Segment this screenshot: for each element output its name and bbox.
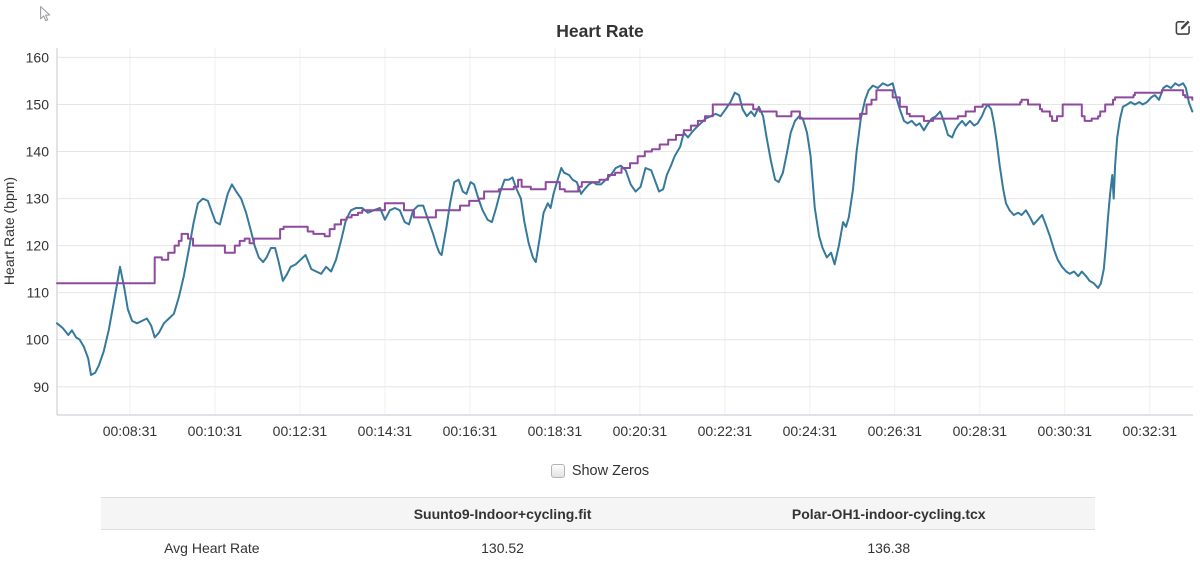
y-axis-title: Heart Rate (bpm): [1, 177, 17, 285]
edit-chart-icon[interactable]: [1172, 16, 1194, 38]
vertical-gridlines: [129, 48, 1151, 415]
metric-label: Avg Heart Rate: [164, 539, 260, 556]
svg-text:00:28:31: 00:28:31: [953, 423, 1008, 439]
pen-square-icon: [1175, 20, 1190, 35]
file1-avg-hr-value: 130.52: [481, 539, 524, 556]
metric-column-header: [101, 498, 323, 530]
show-zeros-label[interactable]: Show Zeros: [571, 463, 650, 479]
svg-text:00:24:31: 00:24:31: [783, 423, 838, 439]
svg-text:00:16:31: 00:16:31: [443, 423, 498, 439]
x-axis-tick-labels: 00:08:31 00:10:31 00:12:31 00:14:31 00:16:31…: [103, 423, 1178, 439]
table-row: Avg Heart Rate 130.52 136.38: [101, 530, 1095, 563]
series-lines: [56, 82, 1194, 376]
file1-column-header: Suunto9-Indoor+cycling.fit: [413, 505, 592, 522]
svg-text:00:12:31: 00:12:31: [273, 423, 328, 439]
chart-title: Heart Rate: [556, 21, 644, 41]
svg-text:00:32:31: 00:32:31: [1123, 423, 1178, 439]
svg-text:00:08:31: 00:08:31: [103, 423, 158, 439]
svg-text:00:20:31: 00:20:31: [613, 423, 668, 439]
svg-text:120: 120: [26, 238, 50, 254]
svg-text:110: 110: [27, 285, 50, 301]
axis-lines: [56, 48, 1193, 416]
svg-text:00:26:31: 00:26:31: [868, 423, 923, 439]
summary-table-container: Suunto9-Indoor+cycling.fit Polar-OH1-ind…: [101, 497, 1095, 563]
svg-text:00:30:31: 00:30:31: [1038, 423, 1093, 439]
svg-text:00:10:31: 00:10:31: [188, 423, 243, 439]
svg-text:00:22:31: 00:22:31: [698, 423, 753, 439]
svg-text:130: 130: [26, 191, 50, 207]
svg-text:100: 100: [26, 332, 50, 348]
svg-text:140: 140: [26, 144, 50, 160]
svg-text:150: 150: [26, 96, 50, 112]
svg-text:00:18:31: 00:18:31: [528, 423, 583, 439]
file2-column-header: Polar-OH1-indoor-cycling.tcx: [791, 505, 986, 522]
summary-table: Suunto9-Indoor+cycling.fit Polar-OH1-ind…: [101, 497, 1095, 563]
show-zeros-checkbox[interactable]: [550, 464, 565, 478]
svg-text:90: 90: [33, 379, 49, 395]
cursor-arrow-icon: [40, 6, 51, 22]
table-header-row: Suunto9-Indoor+cycling.fit Polar-OH1-ind…: [101, 497, 1095, 530]
svg-text:160: 160: [26, 49, 50, 65]
horizontal-gridlines: [57, 56, 1193, 388]
svg-text:00:14:31: 00:14:31: [358, 423, 413, 439]
heart-rate-chart[interactable]: 00:08:31 00:10:31 00:12:31 00:14:31 00:16:31…: [0, 0, 1200, 452]
show-zeros-control: Show Zeros: [0, 463, 1200, 479]
y-axis-tick-labels: 90 100 110 120 130 140 150 160: [26, 49, 50, 394]
file2-avg-hr-value: 136.38: [867, 539, 911, 556]
